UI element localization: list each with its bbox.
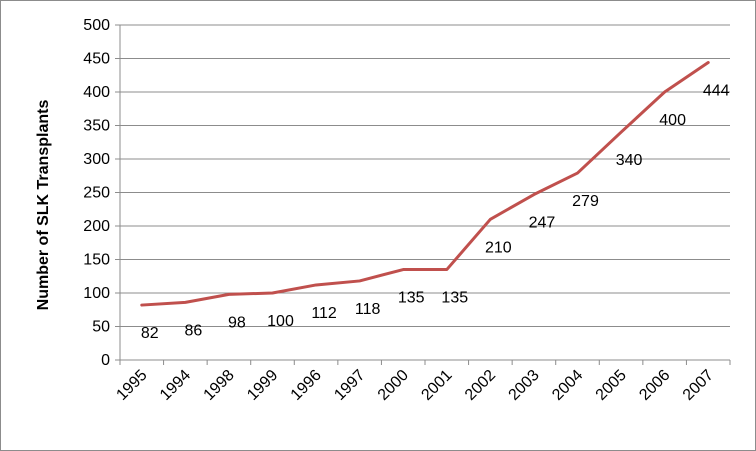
x-tick-label: 2007 (680, 367, 717, 404)
series-layer (140, 61, 710, 307)
x-axis: 1995 1994 1998 1999 1996 1997 2000 2001 2002 2003… (113, 359, 731, 404)
data-label: 135 (398, 290, 425, 307)
y-tick-label: 250 (83, 185, 110, 202)
y-tick-label: 400 (83, 84, 110, 101)
y-tick-label: 100 (83, 285, 110, 302)
y-tick-label: 350 (83, 118, 110, 135)
data-label: 98 (228, 314, 246, 331)
y-axis: 0 50 100 150 200 250 300 350 400 450 500 (83, 17, 121, 369)
y-tick-label: 50 (92, 319, 110, 336)
x-tick-label: 1994 (157, 367, 194, 404)
data-label: 247 (529, 215, 556, 232)
x-tick-label: 2002 (462, 367, 499, 404)
data-label: 444 (703, 83, 730, 100)
x-tick-label: 2001 (418, 367, 455, 404)
y-axis-title: Number of SLK Transplants (35, 100, 52, 311)
data-label: 118 (355, 301, 381, 318)
x-tick-label: 2003 (506, 367, 543, 404)
data-label: 86 (184, 322, 202, 339)
y-tick-label: 300 (83, 151, 110, 168)
x-tick-label: 1997 (331, 367, 368, 404)
x-tick-label: 2004 (549, 367, 586, 404)
x-tick-label: 1999 (244, 367, 281, 404)
x-tick-label: 2005 (593, 367, 630, 404)
series-line (140, 61, 710, 307)
y-tick-label: 500 (83, 17, 110, 34)
y-tick-label: 0 (101, 352, 110, 369)
y-tick-label: 150 (83, 252, 110, 269)
x-tick-label: 1998 (201, 367, 238, 404)
x-tick-label: 2000 (375, 367, 412, 404)
data-label: 340 (616, 152, 643, 169)
gridlines (120, 24, 730, 327)
data-label: 210 (485, 239, 512, 256)
data-label: 135 (441, 290, 468, 307)
y-tick-label: 450 (83, 51, 110, 68)
data-labels: 82 86 98 100 112 118 135 135 210 247 279 340 400 444 (141, 83, 730, 343)
data-label: 279 (572, 193, 599, 210)
data-label: 400 (659, 112, 686, 129)
data-label: 100 (267, 313, 294, 330)
data-label: 82 (141, 325, 159, 342)
data-label: 112 (311, 305, 337, 322)
x-tick-label: 2006 (636, 367, 673, 404)
x-tick-label: 1995 (113, 367, 150, 404)
x-tick-label: 1996 (288, 367, 325, 404)
y-tick-label: 200 (83, 218, 110, 235)
